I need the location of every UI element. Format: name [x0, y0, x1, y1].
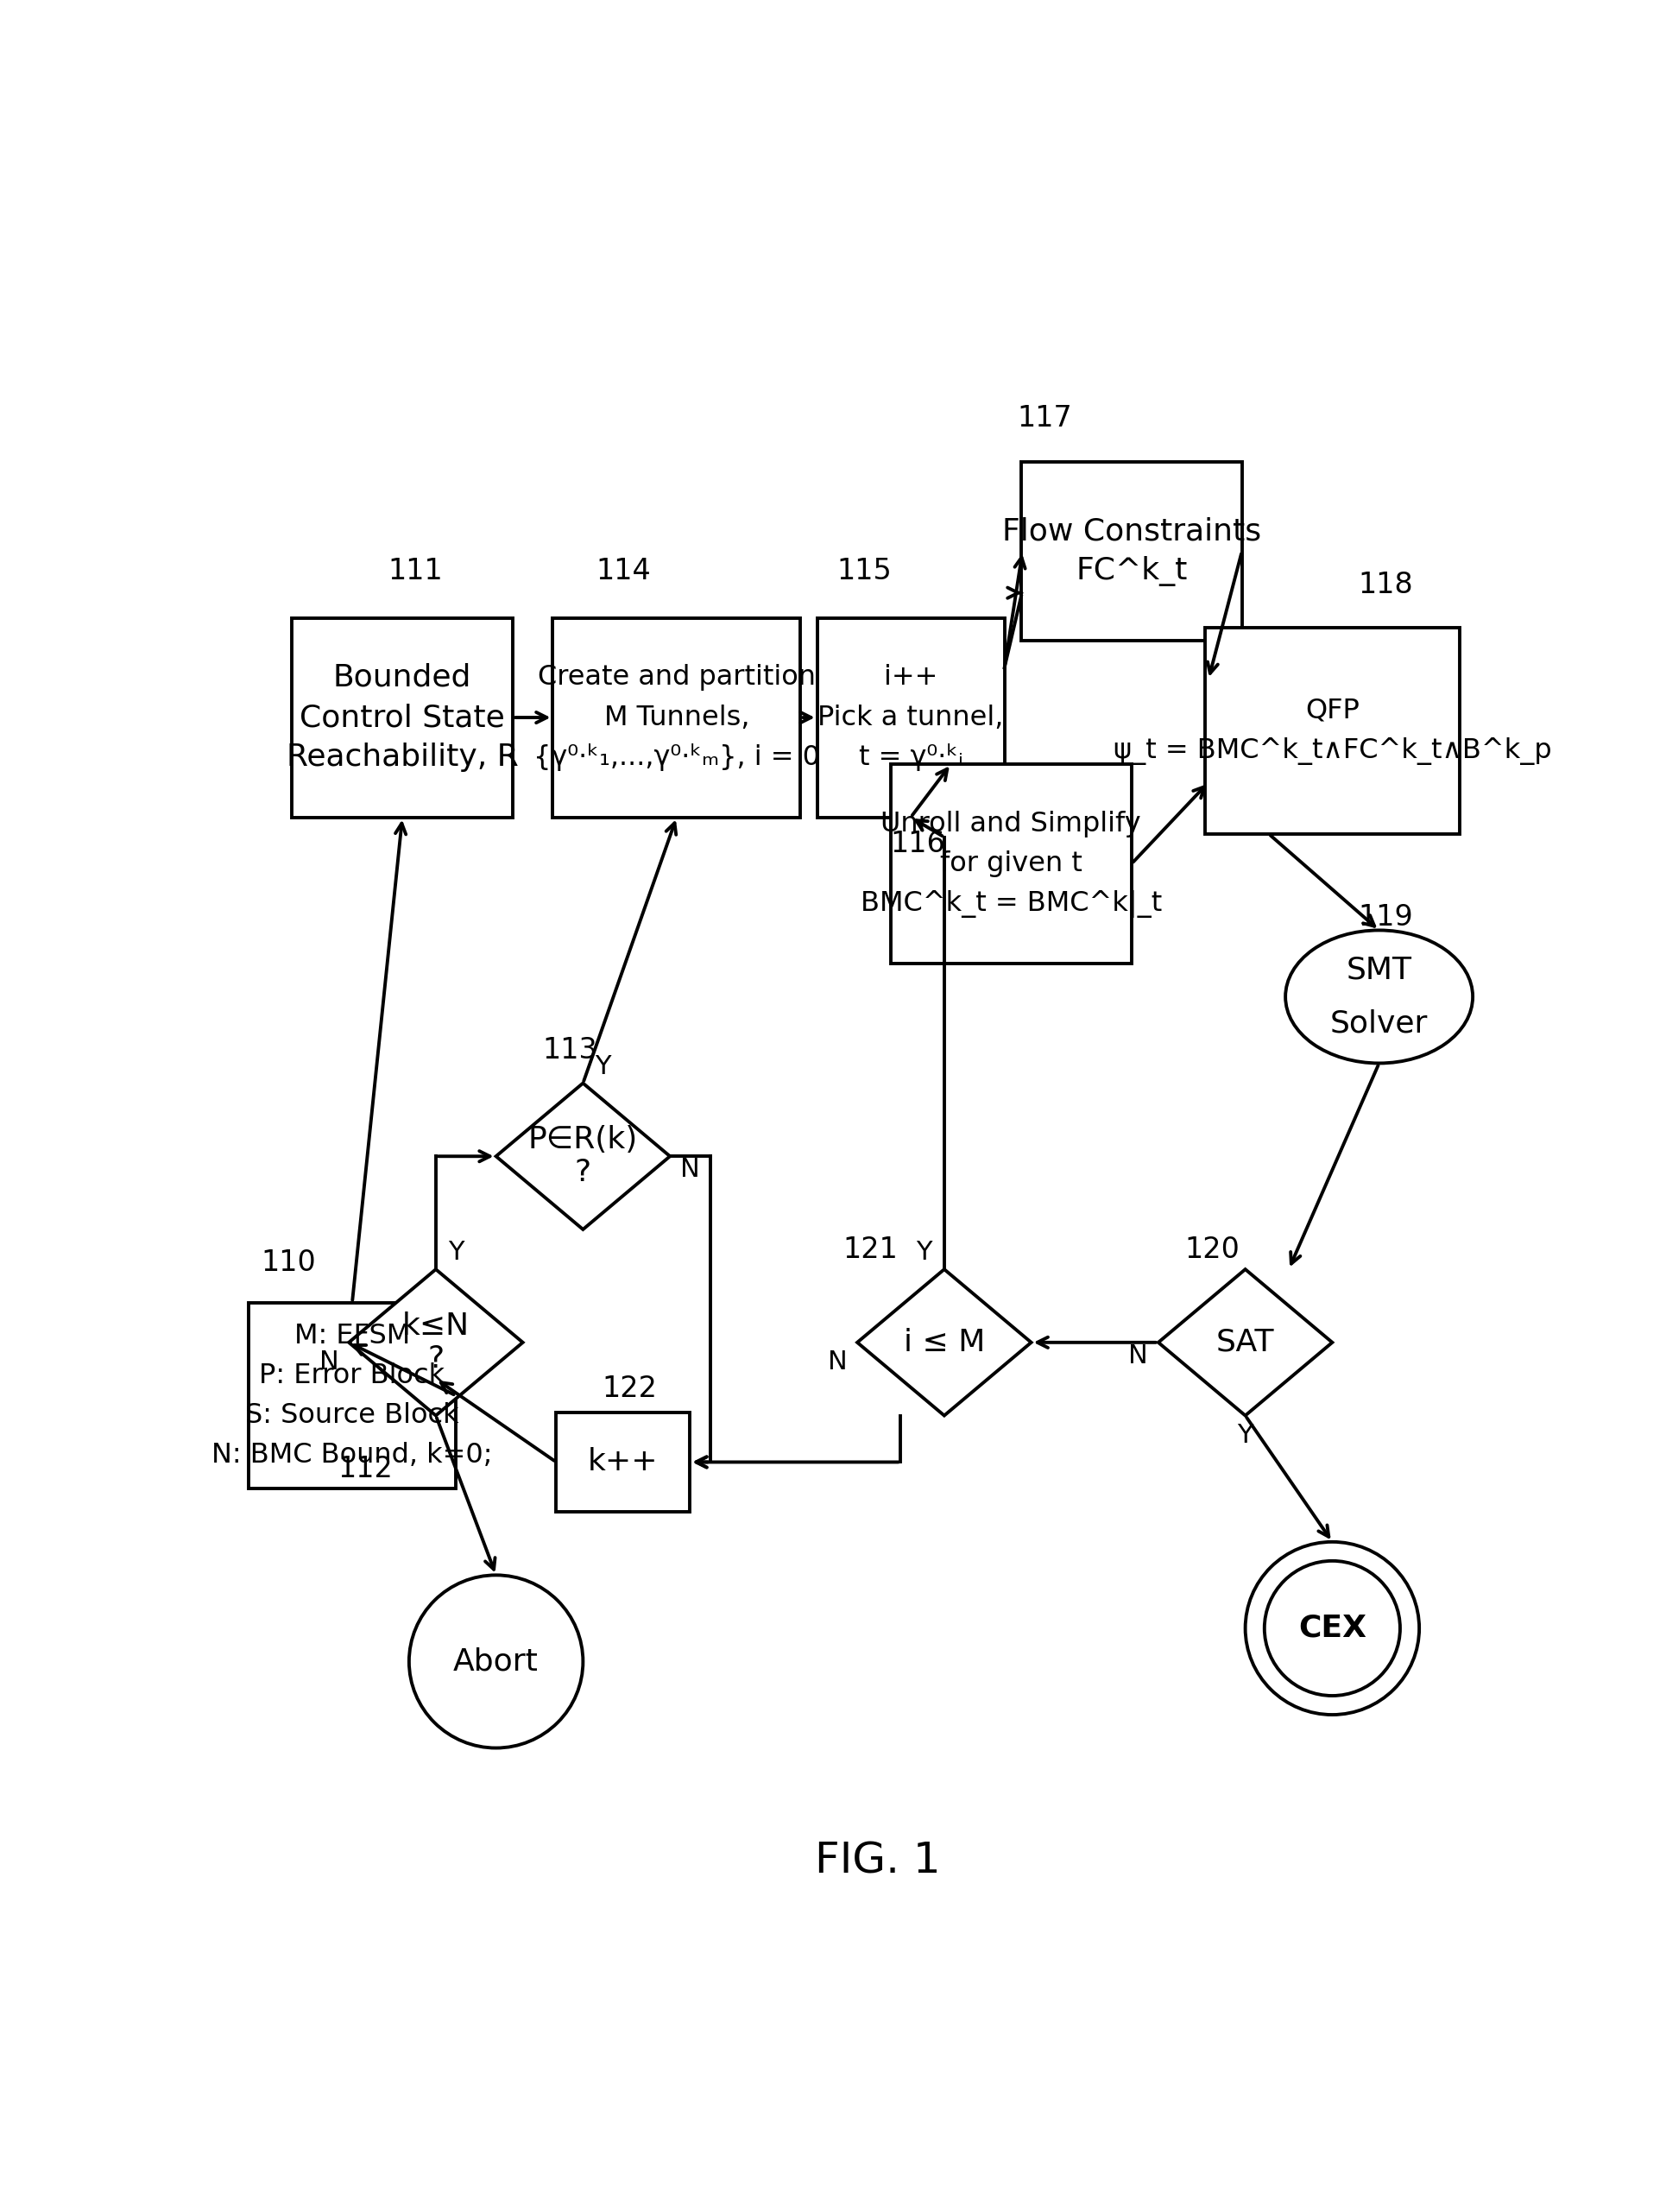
Text: Control State: Control State: [300, 703, 505, 732]
Bar: [248, 1303, 455, 1489]
Text: 117: 117: [1016, 405, 1071, 434]
Text: M Tunnels,: M Tunnels,: [603, 703, 750, 730]
Text: Y: Y: [916, 1241, 931, 1265]
Text: CEX: CEX: [1298, 1613, 1366, 1644]
Text: Bounded: Bounded: [333, 664, 471, 692]
Text: Create and partition: Create and partition: [538, 664, 815, 690]
Text: 118: 118: [1358, 571, 1413, 599]
Bar: [1205, 628, 1459, 834]
Text: i ≤ M: i ≤ M: [903, 1327, 985, 1358]
Text: Y: Y: [595, 1053, 611, 1079]
Text: M: EFSM: M: EFSM: [295, 1323, 410, 1349]
Text: FC^k_t: FC^k_t: [1075, 555, 1186, 586]
Text: SAT: SAT: [1216, 1327, 1274, 1358]
Polygon shape: [856, 1270, 1031, 1416]
Text: BMC^k_t = BMC^k|_t: BMC^k_t = BMC^k|_t: [860, 889, 1161, 918]
Text: N: N: [828, 1349, 846, 1376]
Text: N: BMC Bound, k=0;: N: BMC Bound, k=0;: [212, 1442, 493, 1469]
Text: P: Error Block: P: Error Block: [260, 1363, 445, 1389]
Polygon shape: [348, 1270, 523, 1416]
Text: 112: 112: [338, 1455, 393, 1482]
Polygon shape: [1158, 1270, 1331, 1416]
Text: 114: 114: [595, 557, 650, 586]
Text: 115: 115: [836, 557, 891, 586]
Bar: [890, 763, 1131, 964]
Text: Pick a tunnel,: Pick a tunnel,: [818, 703, 1003, 730]
Text: FIG. 1: FIG. 1: [815, 1840, 940, 1882]
Text: for given t: for given t: [940, 849, 1081, 878]
Text: 121: 121: [843, 1234, 898, 1263]
Bar: [816, 617, 1005, 816]
Text: ?: ?: [575, 1159, 591, 1188]
Text: Flow Constraints: Flow Constraints: [1001, 518, 1261, 546]
Text: t = γ⁰·ᵏᵢ: t = γ⁰·ᵏᵢ: [858, 743, 963, 772]
Text: P∈R(k): P∈R(k): [528, 1126, 638, 1155]
Text: N: N: [1128, 1343, 1148, 1369]
Text: 122: 122: [601, 1374, 656, 1402]
Text: k≤N: k≤N: [402, 1312, 470, 1340]
Text: i++: i++: [883, 664, 938, 690]
Bar: [553, 617, 800, 816]
Text: ?: ?: [428, 1345, 443, 1374]
Text: 110: 110: [262, 1248, 317, 1276]
Text: Solver: Solver: [1329, 1009, 1428, 1037]
Text: 111: 111: [388, 557, 443, 586]
Text: N: N: [680, 1157, 700, 1181]
Text: SMT: SMT: [1346, 956, 1411, 984]
Text: ψ_t = BMC^k_t∧FC^k_t∧B^k_p: ψ_t = BMC^k_t∧FC^k_t∧B^k_p: [1113, 737, 1551, 765]
Polygon shape: [496, 1084, 670, 1230]
Circle shape: [408, 1575, 583, 1747]
Text: Y: Y: [1236, 1422, 1253, 1449]
Text: 119: 119: [1358, 902, 1413, 931]
Bar: [1021, 462, 1241, 641]
Bar: [292, 617, 513, 816]
Text: Y: Y: [448, 1241, 463, 1265]
Circle shape: [1264, 1562, 1399, 1697]
Bar: [556, 1411, 690, 1513]
Text: {γ⁰·ᵏ₁,...,γ⁰·ᵏₘ}, i = 0: {γ⁰·ᵏ₁,...,γ⁰·ᵏₘ}, i = 0: [533, 743, 820, 772]
Text: QFP: QFP: [1304, 697, 1359, 723]
Text: Unroll and Simplify: Unroll and Simplify: [880, 810, 1141, 838]
Text: 116: 116: [890, 830, 945, 858]
Ellipse shape: [1284, 931, 1473, 1064]
Text: Reachability, R: Reachability, R: [287, 743, 518, 772]
Text: k++: k++: [588, 1447, 658, 1478]
Circle shape: [1245, 1542, 1418, 1714]
Text: 113: 113: [541, 1035, 596, 1064]
Text: Abort: Abort: [453, 1648, 538, 1677]
Text: N: N: [318, 1349, 338, 1376]
Text: S: Source Block: S: Source Block: [245, 1402, 458, 1429]
Text: 120: 120: [1183, 1234, 1240, 1263]
